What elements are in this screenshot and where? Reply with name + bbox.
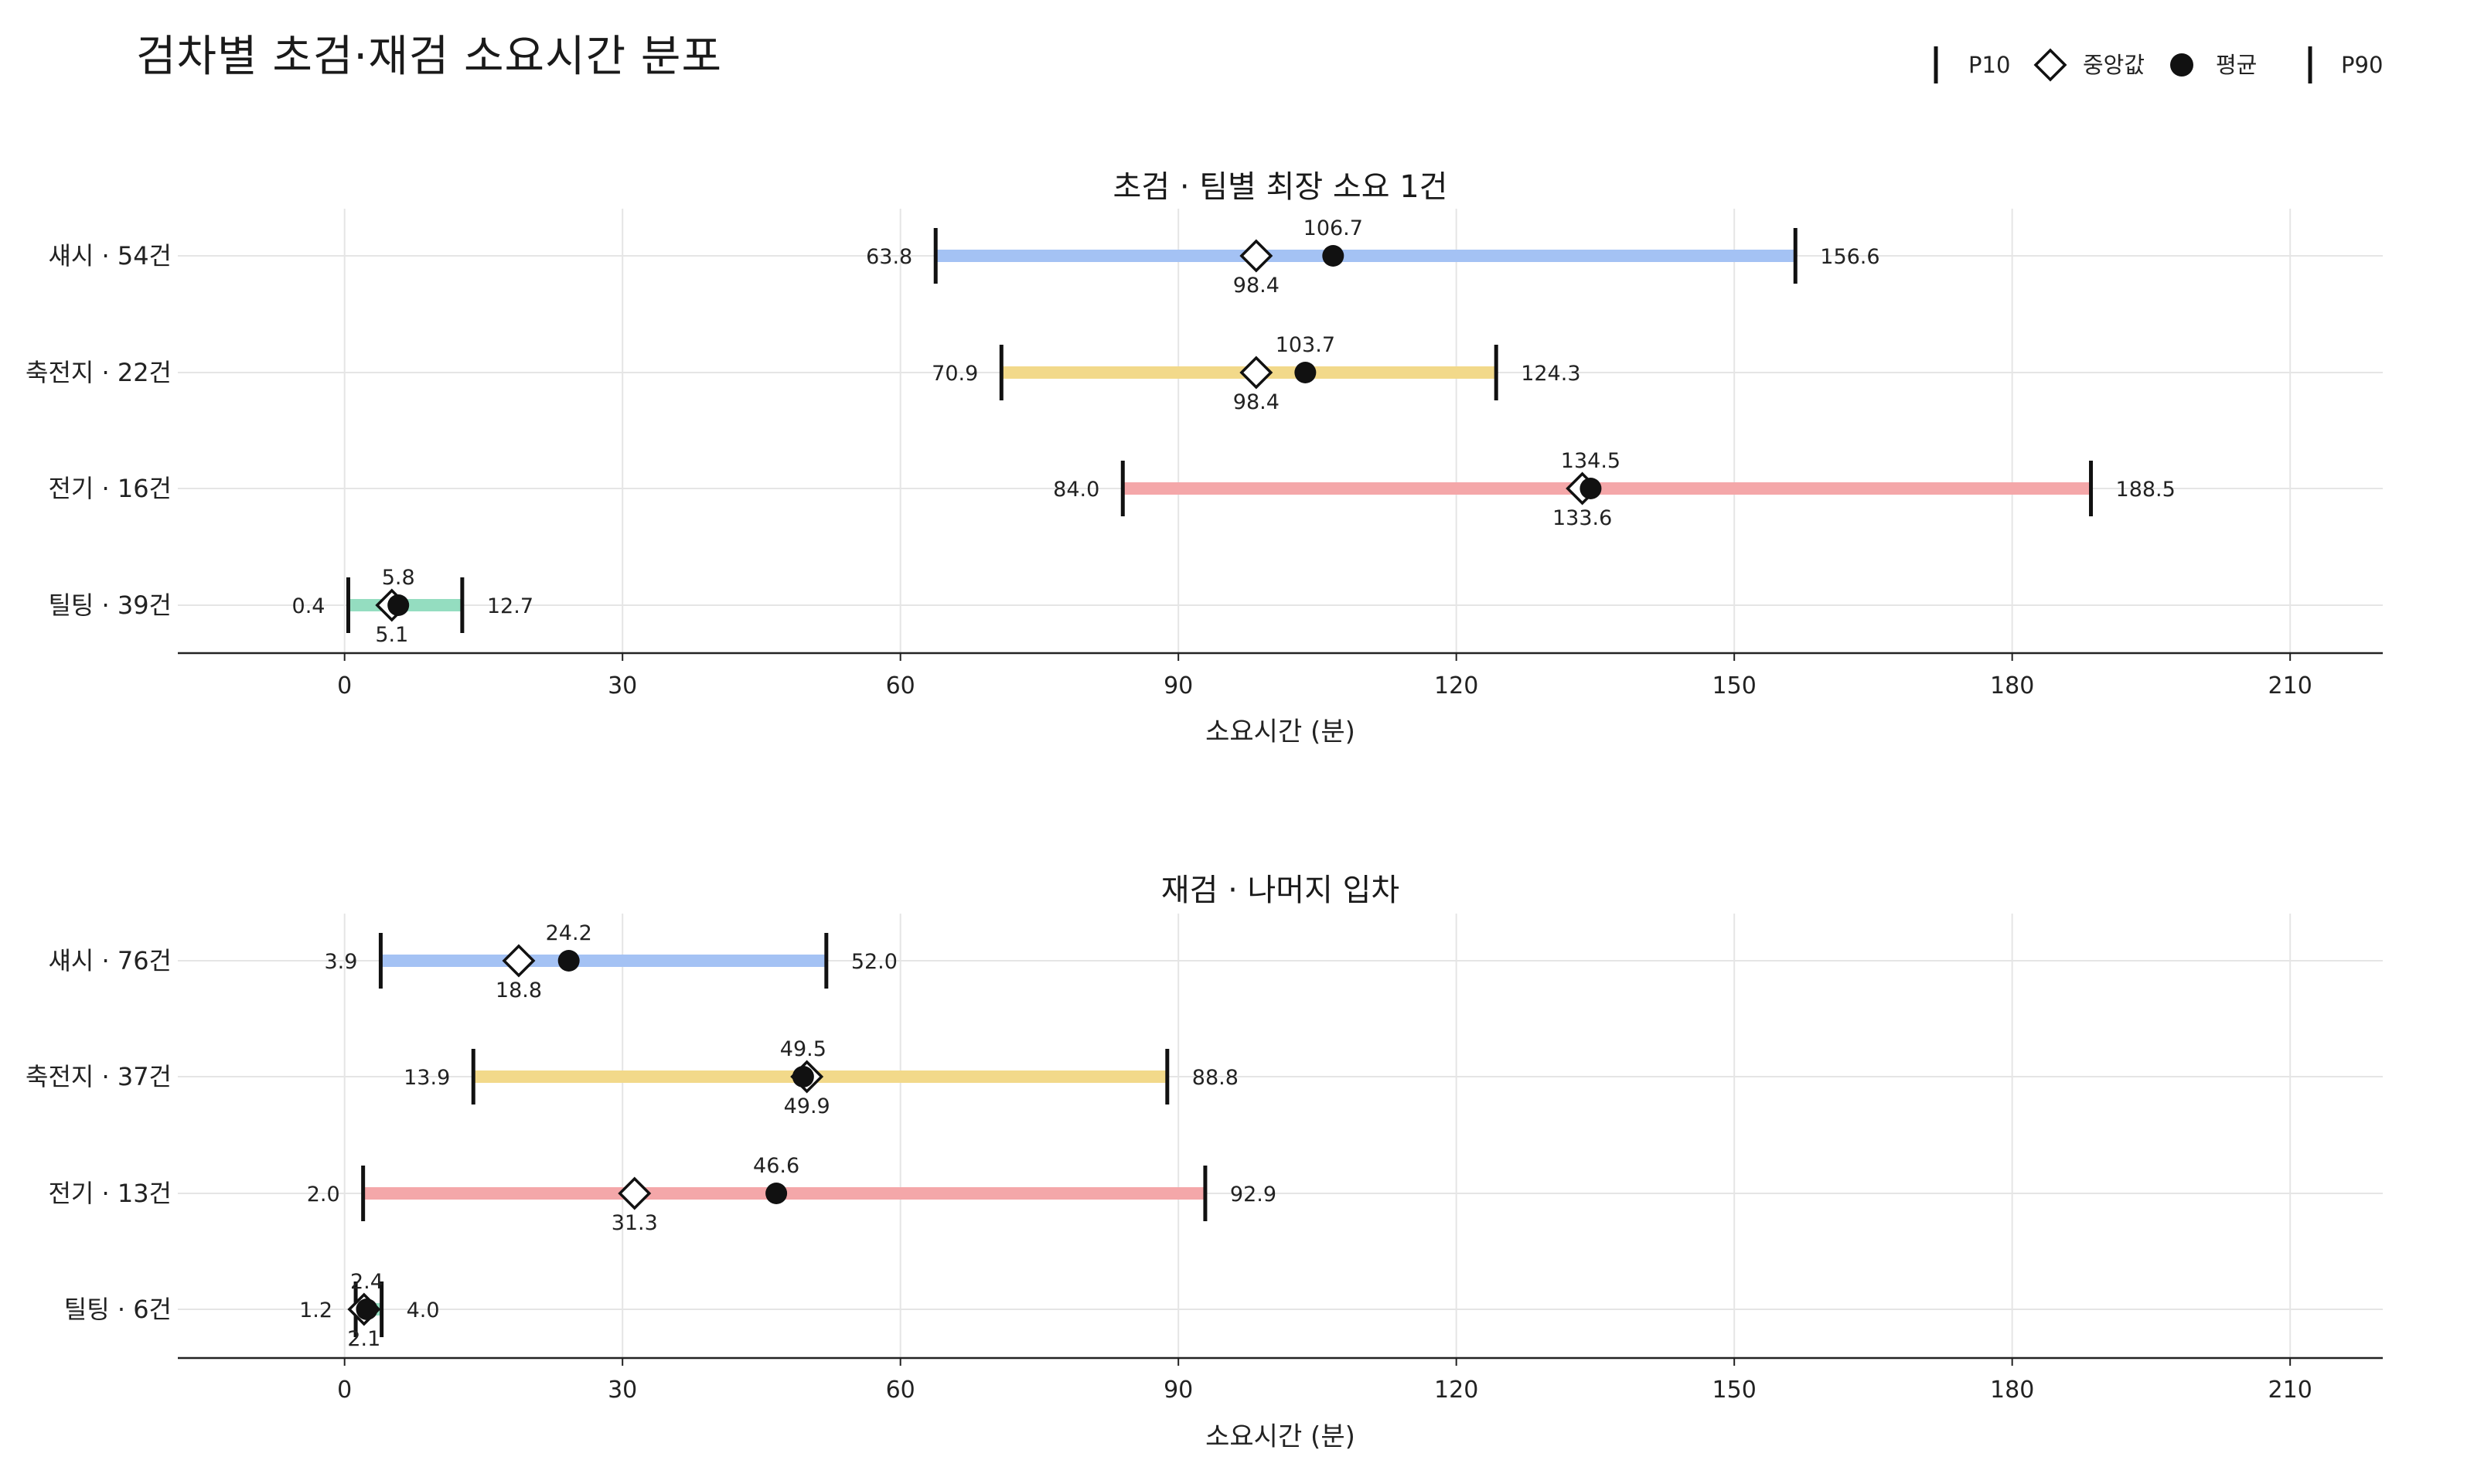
category-row: 섀시 · 76건 3.9 52.0 24.2 18.8: [48, 921, 898, 1002]
category-row: 틸팅 · 39건 0.4 12.7 5.8 5.1: [48, 566, 533, 647]
category-label: 축전지 · 22건: [26, 358, 172, 387]
mean-marker: [1294, 362, 1317, 383]
p10-value-label: 0.4: [292, 594, 325, 618]
category-row: 틸팅 · 6건 1.2 4.0 2.4 2.1: [64, 1270, 440, 1351]
median-marker: [502, 944, 536, 978]
legend-label-mean: 평균: [2216, 52, 2257, 78]
mean-value-label: 49.5: [780, 1037, 826, 1061]
median-value-label: 133.6: [1552, 506, 1612, 530]
category-row: 전기 · 16건 84.0 188.5 134.5 133.6: [48, 449, 2175, 530]
median-value-label: 49.9: [784, 1094, 830, 1118]
category-label: 전기 · 13건: [48, 1179, 172, 1208]
x-tick-label: 60: [886, 672, 915, 699]
category-label: 틸팅 · 39건: [48, 591, 172, 620]
x-tick-label: 210: [2268, 672, 2312, 699]
mean-value-label: 106.7: [1303, 216, 1363, 240]
x-axis-label: 소요시간 (분): [1205, 716, 1355, 747]
category-label: 섀시 · 54건: [48, 241, 172, 271]
panel-title: 재검 · 나머지 입차: [1161, 873, 1399, 908]
x-tick-label: 0: [337, 1377, 352, 1404]
p90-value-label: 124.3: [1521, 362, 1580, 386]
mean-marker: [356, 1298, 378, 1320]
x-tick-label: 30: [608, 672, 637, 699]
p10-value-label: 1.2: [299, 1298, 332, 1322]
p90-value-label: 52.0: [851, 950, 898, 974]
page-title: 검차별 초검·재검 소요시간 분포: [136, 32, 722, 82]
mean-value-label: 24.2: [546, 921, 592, 945]
mean-marker: [792, 1066, 814, 1087]
category-label: 틸팅 · 6건: [64, 1295, 172, 1324]
median-marker: [1239, 356, 1273, 390]
legend-label-p90: P90: [2341, 52, 2383, 78]
x-axis-label: 소요시간 (분): [1205, 1421, 1355, 1452]
dot-icon: [2170, 53, 2193, 77]
mean-marker: [765, 1183, 788, 1204]
median-value-label: 31.3: [612, 1211, 658, 1235]
mean-marker: [1322, 245, 1344, 267]
x-tick-label: 120: [1434, 672, 1478, 699]
category-label: 섀시 · 76건: [48, 946, 172, 975]
mean-value-label: 46.6: [753, 1154, 799, 1178]
p10-value-label: 84.0: [1053, 478, 1099, 502]
legend: P10 중앙값 평균 P90: [1934, 46, 2383, 83]
x-tick-label: 90: [1164, 672, 1193, 699]
x-tick-label: 180: [1990, 672, 2034, 699]
median-value-label: 18.8: [496, 979, 542, 1002]
x-tick-label: 150: [1712, 1377, 1757, 1404]
median-value-label: 98.4: [1233, 390, 1280, 414]
x-tick-label: 180: [1990, 1377, 2034, 1404]
p10-value-label: 2.0: [307, 1183, 340, 1207]
x-tick-label: 0: [337, 672, 352, 699]
x-tick-label: 150: [1712, 672, 1757, 699]
median-value-label: 2.1: [347, 1327, 380, 1351]
category-row: 축전지 · 37건 13.9 88.8 49.5 49.9: [26, 1037, 1239, 1118]
category-row: 섀시 · 54건 63.8 156.6 106.7 98.4: [48, 216, 1879, 298]
median-value-label: 98.4: [1233, 274, 1280, 298]
p90-value-label: 4.0: [407, 1298, 440, 1322]
p90-value-label: 156.6: [1820, 245, 1879, 269]
median-marker: [1239, 239, 1273, 273]
p10-value-label: 13.9: [404, 1066, 450, 1090]
mean-value-label: 103.7: [1276, 333, 1335, 357]
p10-value-label: 3.9: [324, 950, 357, 974]
p90-value-label: 92.9: [1230, 1183, 1276, 1207]
chart-panel-1: 초검 · 팀별 최장 소요 1건 0 30 60 90 120 150 180 210 소요시간 …: [26, 169, 2383, 747]
x-tick-label: 90: [1164, 1377, 1193, 1404]
category-label: 축전지 · 37건: [26, 1062, 172, 1091]
legend-label-p10: P10: [1968, 52, 2010, 78]
p90-value-label: 88.8: [1192, 1066, 1239, 1090]
category-row: 축전지 · 22건 70.9 124.3 103.7 98.4: [26, 333, 1581, 414]
chart-panel-2: 재검 · 나머지 입차 0 30 60 90 120 150 180 210 소요시간 (분) 섀시…: [26, 873, 2383, 1452]
mean-value-label: 5.8: [382, 566, 415, 590]
diamond-icon: [2033, 48, 2067, 82]
category-label: 전기 · 16건: [48, 474, 172, 503]
legend-label-median: 중앙값: [2083, 52, 2145, 78]
mean-value-label: 2.4: [350, 1270, 383, 1294]
x-tick-label: 120: [1434, 1377, 1478, 1404]
x-tick-label: 210: [2268, 1377, 2312, 1404]
mean-marker: [557, 950, 580, 972]
p90-value-label: 188.5: [2116, 478, 2176, 502]
x-tick-label: 30: [608, 1377, 637, 1404]
panel-title: 초검 · 팀별 최장 소요 1건: [1113, 169, 1448, 205]
mean-value-label: 134.5: [1561, 449, 1620, 473]
p10-value-label: 63.8: [866, 245, 912, 269]
p10-value-label: 70.9: [932, 362, 978, 386]
p90-value-label: 12.7: [487, 594, 533, 618]
category-row: 전기 · 13건 2.0 92.9 46.6 31.3: [48, 1154, 1276, 1235]
mean-marker: [387, 594, 410, 616]
median-value-label: 5.1: [375, 623, 408, 647]
x-tick-label: 60: [886, 1377, 915, 1404]
mean-marker: [1579, 478, 1602, 499]
median-marker: [618, 1176, 652, 1210]
